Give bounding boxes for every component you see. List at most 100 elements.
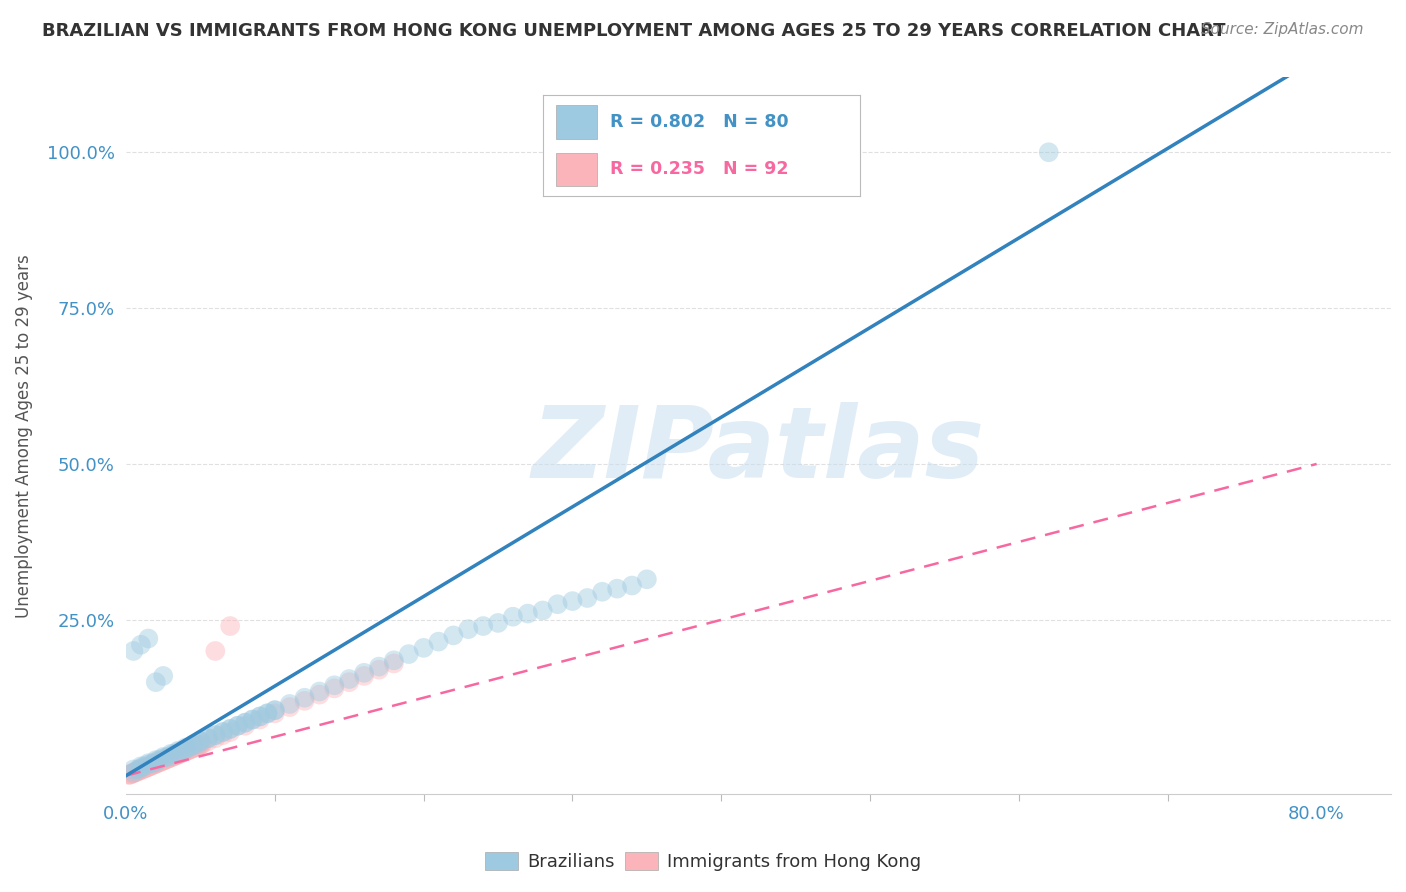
- Point: [183, 740, 205, 755]
- Point: [142, 758, 165, 772]
- Point: [134, 761, 156, 775]
- Point: [308, 684, 330, 698]
- Point: [120, 767, 142, 781]
- Point: [121, 766, 143, 780]
- Point: [139, 759, 162, 773]
- Point: [219, 722, 242, 736]
- Point: [472, 619, 495, 633]
- Point: [226, 719, 249, 733]
- Point: [186, 739, 208, 754]
- Point: [174, 744, 197, 758]
- Point: [561, 594, 583, 608]
- Point: [160, 750, 183, 764]
- Point: [128, 764, 150, 778]
- Point: [118, 768, 141, 782]
- Point: [233, 719, 256, 733]
- Point: [441, 628, 464, 642]
- Point: [368, 663, 391, 677]
- Point: [127, 764, 149, 778]
- Point: [256, 706, 278, 721]
- Point: [155, 752, 177, 766]
- Point: [398, 647, 420, 661]
- Point: [148, 755, 170, 769]
- Point: [129, 759, 152, 773]
- Point: [177, 742, 200, 756]
- Point: [181, 739, 204, 753]
- Point: [190, 734, 212, 748]
- Point: [136, 757, 159, 772]
- Point: [167, 745, 190, 759]
- Point: [129, 638, 152, 652]
- Point: [162, 747, 184, 761]
- Point: [174, 744, 197, 758]
- Point: [143, 757, 166, 772]
- Point: [156, 750, 179, 764]
- Point: [174, 742, 197, 756]
- Point: [190, 734, 212, 748]
- Point: [177, 743, 200, 757]
- Point: [167, 744, 190, 758]
- Point: [353, 665, 375, 680]
- Point: [148, 753, 170, 767]
- Point: [547, 597, 569, 611]
- Point: [129, 761, 152, 775]
- Point: [152, 754, 174, 768]
- Point: [486, 615, 509, 630]
- Point: [186, 738, 208, 752]
- Point: [136, 632, 159, 646]
- Legend: Brazilians, Immigrants from Hong Kong: Brazilians, Immigrants from Hong Kong: [478, 846, 928, 879]
- Point: [278, 697, 301, 711]
- Point: [122, 763, 145, 777]
- Point: [129, 763, 152, 777]
- Point: [169, 746, 191, 760]
- Point: [135, 760, 157, 774]
- Point: [153, 753, 176, 767]
- Point: [187, 739, 209, 753]
- Point: [141, 758, 163, 772]
- Point: [606, 582, 628, 596]
- Point: [145, 675, 167, 690]
- Y-axis label: Unemployment Among Ages 25 to 29 years: Unemployment Among Ages 25 to 29 years: [15, 254, 32, 618]
- Point: [256, 706, 278, 721]
- Point: [323, 681, 346, 696]
- Point: [263, 703, 285, 717]
- Point: [621, 578, 644, 592]
- Point: [233, 715, 256, 730]
- Point: [184, 739, 207, 754]
- Point: [294, 690, 316, 705]
- Point: [190, 738, 212, 752]
- Point: [211, 725, 233, 739]
- Point: [145, 756, 167, 771]
- Point: [186, 739, 208, 753]
- Point: [219, 722, 242, 736]
- Point: [148, 756, 170, 770]
- Point: [121, 766, 143, 780]
- Point: [249, 713, 271, 727]
- Point: [142, 757, 165, 772]
- Point: [165, 748, 187, 763]
- Point: [122, 765, 145, 780]
- Point: [242, 713, 264, 727]
- Point: [136, 760, 159, 774]
- Point: [181, 738, 204, 752]
- Point: [219, 725, 242, 739]
- Point: [323, 678, 346, 692]
- Point: [204, 644, 226, 658]
- Point: [176, 744, 198, 758]
- Point: [177, 740, 200, 755]
- Point: [197, 731, 219, 746]
- Point: [159, 750, 181, 764]
- Point: [278, 700, 301, 714]
- Point: [162, 748, 184, 763]
- Point: [249, 709, 271, 723]
- Point: [136, 756, 159, 771]
- Point: [131, 763, 153, 777]
- Point: [166, 748, 188, 763]
- Point: [145, 753, 167, 767]
- Point: [127, 763, 149, 777]
- Point: [125, 764, 148, 779]
- Point: [337, 672, 360, 686]
- Point: [156, 752, 179, 766]
- Point: [263, 703, 285, 717]
- Point: [226, 719, 249, 733]
